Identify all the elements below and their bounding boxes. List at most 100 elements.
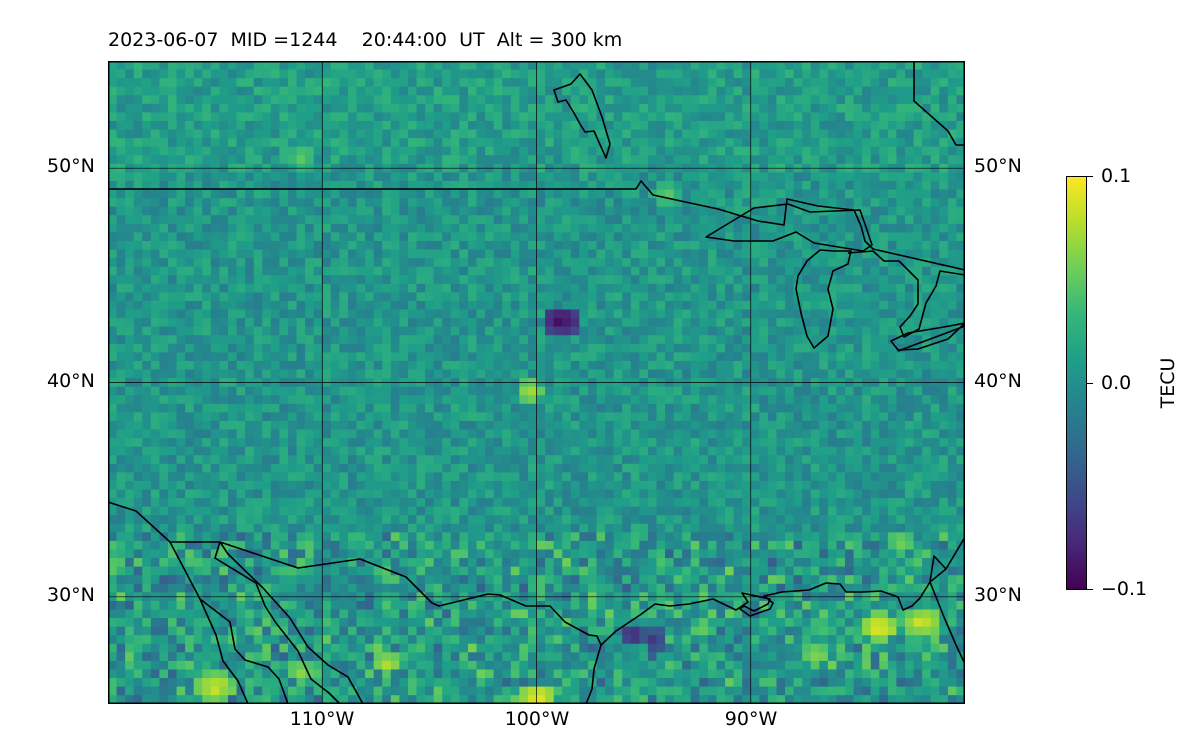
tec-cell (922, 103, 932, 114)
tec-cell (733, 69, 743, 79)
tec-cell (390, 369, 400, 379)
tec-cell (176, 155, 186, 165)
tec-cell (570, 103, 580, 114)
tec-cell (330, 403, 340, 413)
tec-cell (382, 326, 392, 336)
tec-cell (407, 343, 418, 353)
tec-cell (570, 463, 580, 473)
tec-cell (673, 326, 683, 336)
tec-cell (459, 446, 469, 456)
tec-cell (947, 189, 958, 199)
tec-cell (279, 69, 289, 79)
tec-cell (125, 180, 135, 191)
tec-cell (485, 369, 495, 379)
tec-cell (287, 69, 298, 79)
tec-cell (322, 249, 332, 259)
tec-cell (836, 412, 846, 422)
tec-cell (776, 180, 786, 191)
tec-cell (382, 240, 392, 251)
tec-cell (313, 386, 323, 396)
tec-cell (373, 395, 383, 405)
tec-cell (733, 300, 743, 311)
tec-cell (605, 343, 615, 353)
tec-cell (536, 429, 546, 439)
tec-cell (810, 146, 820, 156)
tec-cell (133, 232, 143, 242)
tec-cell (510, 129, 520, 139)
tec-cell (596, 215, 606, 225)
tec-cell (810, 283, 820, 293)
tec-cell (776, 438, 786, 448)
tec-cell (296, 78, 306, 88)
tec-cell (270, 155, 280, 165)
tec-cell (193, 352, 203, 362)
tec-cell (279, 155, 289, 165)
tec-cell (210, 180, 221, 191)
tec-cell (536, 258, 546, 268)
tec-cell (210, 369, 221, 379)
tec-cell (373, 438, 383, 448)
tec-cell (716, 283, 726, 293)
tec-cell (365, 172, 375, 182)
tec-cell (879, 395, 889, 405)
tec-cell (853, 129, 863, 139)
tec-cell (682, 463, 692, 473)
tec-cell (287, 215, 298, 225)
tec-cell (545, 403, 555, 413)
tec-cell (262, 223, 272, 233)
tec-cell (870, 86, 880, 96)
tec-cell (313, 360, 323, 371)
tec-cell (879, 86, 889, 96)
tec-cell (253, 395, 263, 405)
tec-cell (527, 300, 538, 311)
tec-cell (527, 275, 538, 285)
tec-cell (270, 180, 280, 191)
tec-cell (613, 86, 623, 96)
tec-cell (905, 129, 915, 139)
tec-cell (613, 360, 623, 371)
tec-cell (596, 429, 606, 439)
tec-cell (142, 309, 152, 319)
tec-cell (510, 112, 520, 122)
tec-cell (193, 172, 203, 182)
tec-cell (939, 138, 949, 148)
tec-cell (579, 360, 589, 371)
tec-cell (836, 61, 846, 71)
tec-cell (176, 146, 186, 156)
tec-cell (279, 86, 289, 96)
tec-cell (536, 463, 546, 473)
tec-cell (905, 403, 915, 413)
tec-cell (339, 326, 349, 336)
tec-cell (330, 412, 340, 422)
tec-cell (305, 232, 315, 242)
tec-cell (467, 103, 478, 114)
tec-cell (433, 138, 443, 148)
tec-cell (322, 120, 332, 131)
tec-cell (510, 429, 520, 439)
tec-cell (305, 300, 315, 311)
tec-cell (450, 112, 460, 122)
tec-cell (810, 61, 820, 71)
tec-cell (236, 198, 246, 208)
tec-cell (887, 95, 898, 105)
tec-cell (630, 266, 640, 276)
tec-cell (879, 155, 889, 165)
tec-cell (347, 420, 358, 431)
tec-cell (887, 223, 898, 233)
tec-cell (339, 429, 349, 439)
tec-cell (133, 249, 143, 259)
tec-cell (116, 120, 126, 131)
tec-cell (347, 352, 358, 362)
tec-cell (870, 292, 880, 302)
tec-cell (365, 78, 375, 88)
tec-cell (313, 146, 323, 156)
tec-cell (185, 275, 195, 285)
tec-cell (536, 215, 546, 225)
tec-cell (365, 95, 375, 105)
tec-cell (622, 78, 632, 88)
tec-cell (159, 446, 169, 456)
tec-cell (519, 129, 529, 139)
tec-cell (236, 78, 246, 88)
tec-cell (742, 275, 752, 285)
tec-cell (810, 352, 820, 362)
